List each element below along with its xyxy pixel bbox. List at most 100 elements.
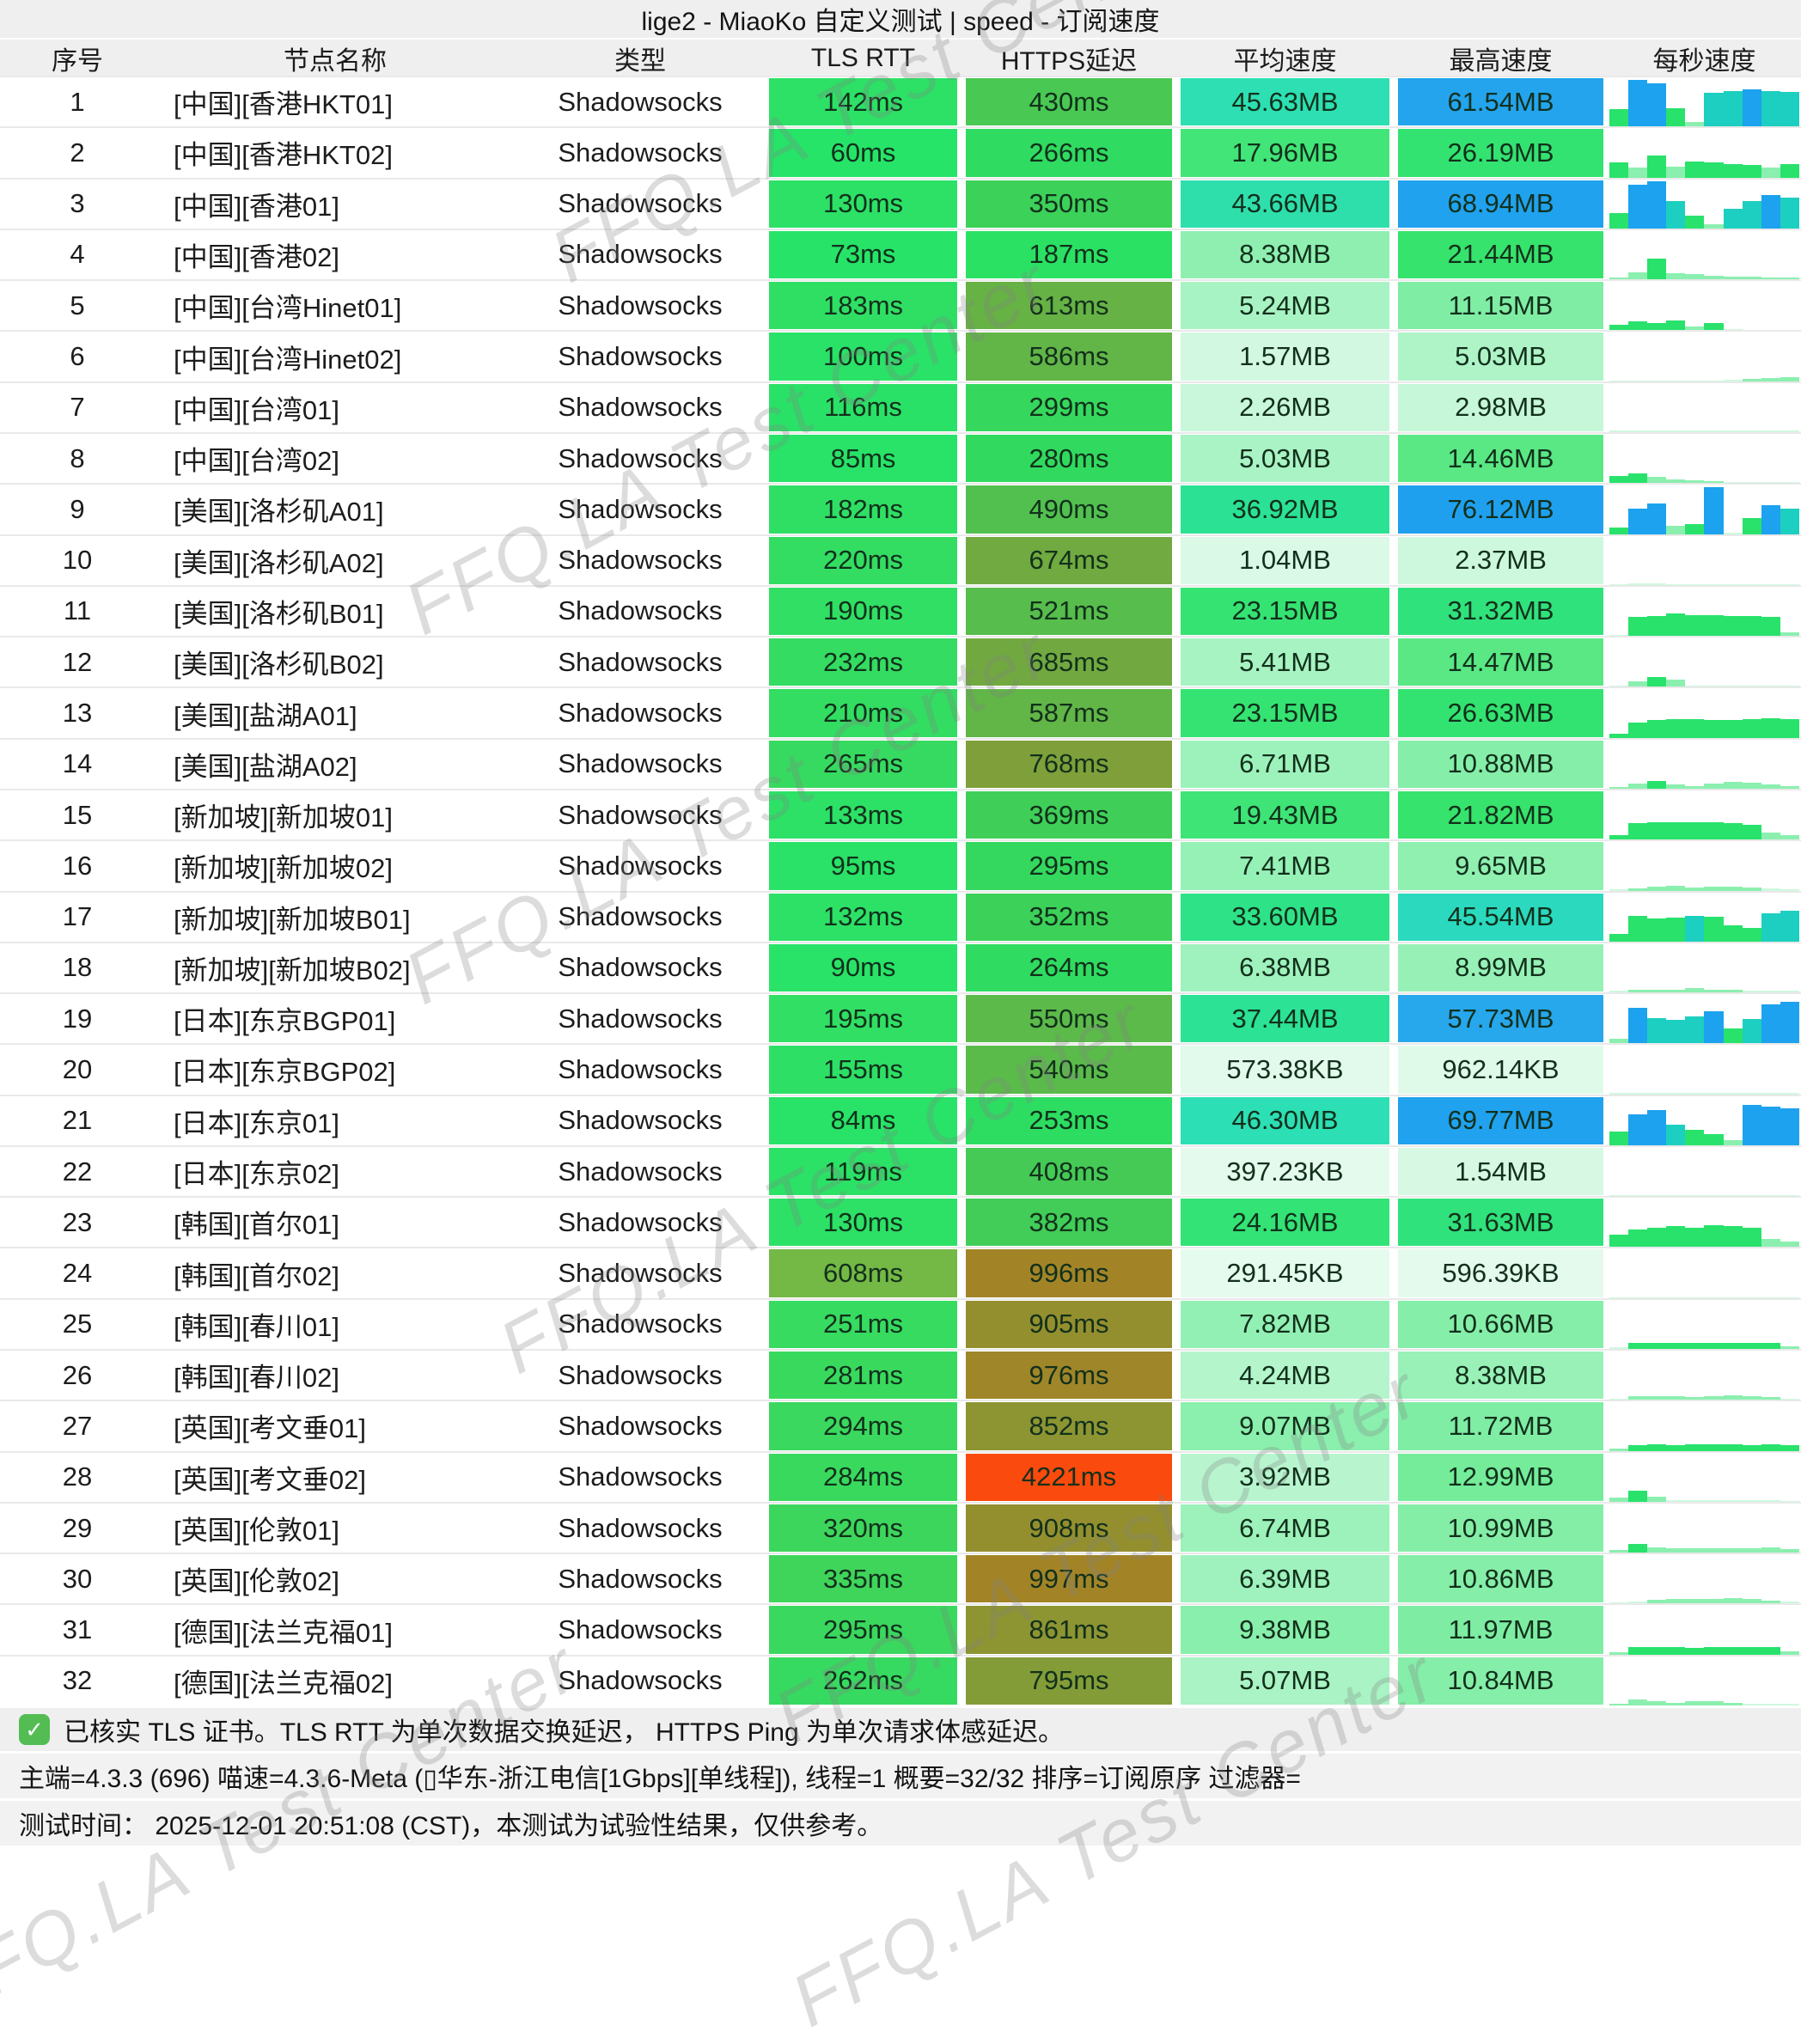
- node-type: Shadowsocks: [558, 1156, 723, 1187]
- speed-bar: [1609, 1703, 1629, 1705]
- node-name: [日本][东京BGP02]: [174, 1057, 396, 1088]
- speed-bar: [1780, 1500, 1799, 1502]
- speed-bar: [1761, 617, 1780, 637]
- speed-bar: [1647, 821, 1667, 840]
- speed-bar: [1723, 1093, 1743, 1095]
- row-index: 14: [62, 748, 93, 779]
- node-name: [英国][考文垂01]: [174, 1413, 366, 1444]
- speed-bar: [1609, 685, 1629, 687]
- speed-bar: [1647, 990, 1667, 993]
- table-row: 5 [中国][台湾Hinet01] Shadowsocks 183ms 613m…: [0, 279, 1801, 331]
- speed-bar: [1704, 1443, 1724, 1451]
- speed-bar: [1628, 680, 1648, 687]
- https-latency-value: 369ms: [966, 790, 1172, 839]
- speed-bar: [1704, 821, 1724, 840]
- speed-sparkline: [1608, 128, 1801, 178]
- speed-bar: [1628, 473, 1648, 484]
- speed-bar: [1723, 91, 1743, 127]
- speed-bar: [1666, 1195, 1686, 1197]
- speed-bar: [1628, 1602, 1648, 1604]
- speed-sparkline: [1608, 740, 1801, 789]
- speed-bar: [1647, 322, 1667, 331]
- speed-bar: [1647, 886, 1667, 891]
- col-header-node-name: 节点名称: [284, 47, 387, 76]
- speed-bar: [1666, 479, 1686, 484]
- node-type: Shadowsocks: [558, 188, 723, 219]
- speed-bar: [1704, 1297, 1724, 1298]
- avg-speed-value: 6.74MB: [1181, 1504, 1389, 1553]
- speed-bar: [1628, 508, 1648, 534]
- avg-speed-value: 1.57MB: [1181, 333, 1389, 381]
- table-row: 24 [韩国][首尔02] Shadowsocks 608ms 996ms 29…: [0, 1247, 1801, 1298]
- speed-bar: [1628, 822, 1648, 840]
- node-name: [中国][香港02]: [174, 241, 339, 272]
- speed-bar: [1742, 1343, 1761, 1350]
- speed-bar: [1666, 1548, 1686, 1553]
- speed-bar: [1723, 1647, 1743, 1655]
- table-row: 19 [日本][东京BGP01] Shadowsocks 195ms 550ms…: [0, 992, 1801, 1044]
- speed-bar: [1609, 277, 1629, 280]
- https-latency-value: 295ms: [966, 842, 1172, 890]
- row-index: 16: [62, 850, 93, 881]
- speed-bar: [1780, 92, 1799, 127]
- speed-bar: [1761, 990, 1780, 993]
- speed-bar: [1780, 329, 1799, 331]
- table-row: 2 [中国][香港HKT02] Shadowsocks 60ms 266ms 1…: [0, 126, 1801, 178]
- row-index: 23: [62, 1206, 93, 1237]
- speed-bar: [1666, 1647, 1686, 1655]
- speed-bar: [1685, 583, 1705, 585]
- speed-bar: [1723, 720, 1743, 738]
- node-type: Shadowsocks: [558, 341, 723, 372]
- speed-bar: [1647, 616, 1667, 637]
- speed-sparkline: [1608, 790, 1801, 840]
- speed-bar: [1761, 1297, 1780, 1298]
- https-latency-value: 350ms: [966, 180, 1172, 228]
- speed-bar: [1685, 326, 1705, 331]
- max-speed-value: 21.82MB: [1398, 790, 1603, 839]
- tls-rtt-value: 60ms: [769, 129, 957, 177]
- speed-bar: [1628, 1195, 1648, 1197]
- speed-bar: [1685, 1342, 1705, 1350]
- speed-bar: [1761, 1004, 1780, 1044]
- speed-bar: [1685, 1598, 1705, 1604]
- speed-bar: [1780, 508, 1799, 534]
- tls-rtt-value: 265ms: [769, 740, 957, 788]
- max-speed-value: 11.15MB: [1398, 282, 1603, 330]
- max-speed-value: 9.65MB: [1398, 842, 1603, 890]
- node-name: [中国][台湾02]: [174, 446, 339, 477]
- avg-speed-value: 8.38MB: [1181, 230, 1389, 279]
- speed-bar: [1780, 277, 1799, 280]
- speed-bar: [1609, 634, 1629, 637]
- speed-bar: [1704, 480, 1724, 484]
- table-row: 13 [美国][盐湖A01] Shadowsocks 210ms 587ms 2…: [0, 686, 1801, 738]
- tls-rtt-value: 133ms: [769, 790, 957, 839]
- speed-bar: [1628, 185, 1648, 229]
- speed-sparkline: [1608, 994, 1801, 1044]
- speed-bar: [1647, 1017, 1667, 1044]
- tls-rtt-value: 335ms: [769, 1555, 957, 1603]
- speed-bar: [1742, 201, 1761, 229]
- node-type: Shadowsocks: [558, 595, 723, 626]
- max-speed-value: 5.03MB: [1398, 333, 1603, 381]
- col-header-tls-rtt: TLS RTT: [810, 44, 916, 72]
- row-index: 2: [70, 137, 85, 168]
- node-name: [美国][洛杉矶A02]: [174, 547, 384, 578]
- speed-bar: [1628, 784, 1648, 789]
- row-index: 11: [63, 595, 92, 626]
- node-name: [日本][东京BGP01]: [174, 1006, 396, 1037]
- speed-bar: [1628, 1444, 1648, 1451]
- speed-bar: [1742, 583, 1761, 585]
- node-name: [中国][台湾Hinet01]: [174, 293, 402, 324]
- node-type: Shadowsocks: [558, 698, 723, 729]
- speed-sparkline: [1608, 332, 1801, 381]
- speed-bar: [1666, 1124, 1686, 1145]
- speed-bar: [1704, 886, 1724, 891]
- node-name: [日本][东京01]: [174, 1107, 339, 1138]
- node-name: [韩国][首尔02]: [174, 1260, 339, 1291]
- row-index: 29: [62, 1512, 93, 1543]
- speed-bar: [1780, 1444, 1799, 1451]
- speed-bar: [1666, 718, 1686, 738]
- table-row: 8 [中国][台湾02] Shadowsocks 85ms 280ms 5.03…: [0, 431, 1801, 484]
- avg-speed-value: 45.63MB: [1181, 78, 1389, 126]
- speed-bar: [1704, 917, 1724, 942]
